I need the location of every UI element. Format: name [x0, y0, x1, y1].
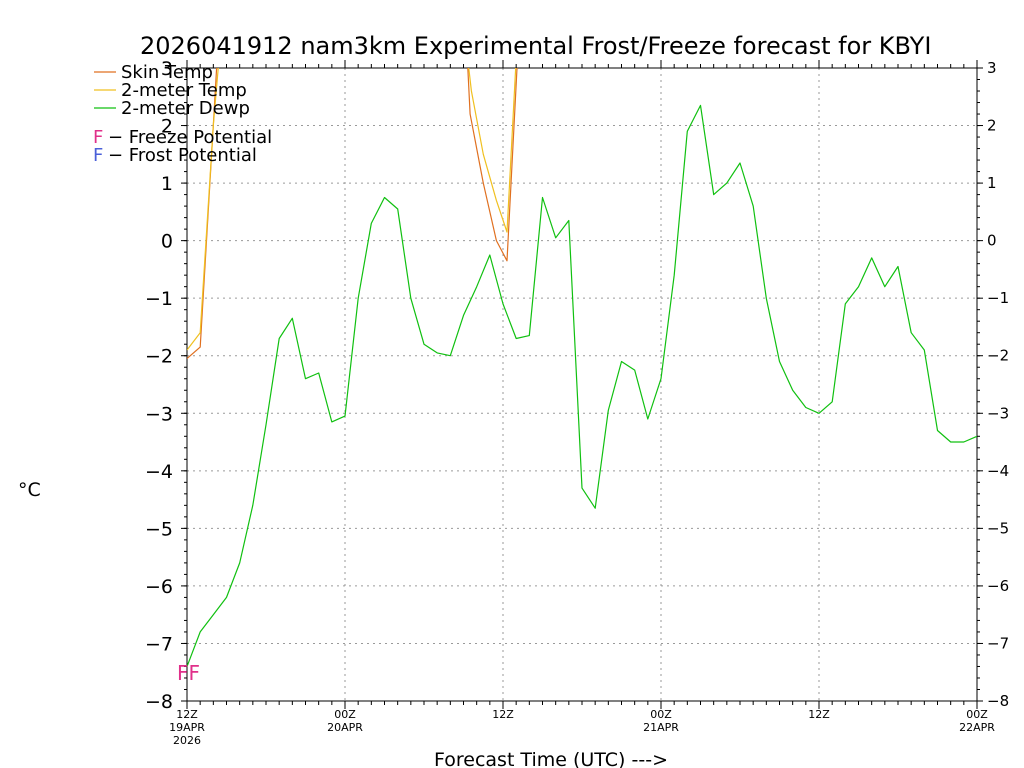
- x-tick-label: 12Z: [176, 708, 198, 721]
- grid-lines: [187, 68, 977, 701]
- x-tick-label: 20APR: [327, 721, 363, 734]
- x-tick-label: 2026: [173, 734, 201, 747]
- y-tick-label-right: −6: [987, 577, 1009, 595]
- legend-potential-label: − Freeze Potential: [108, 127, 272, 148]
- y-tick-label-right: −7: [987, 634, 1009, 652]
- y-axis-unit-label: °C: [18, 479, 41, 501]
- x-tick-label: 12Z: [808, 708, 830, 721]
- freeze-potential-marker: FF: [177, 661, 200, 685]
- x-axis-label: Forecast Time (UTC) --->: [434, 749, 668, 768]
- y-tick-label-left: −1: [145, 288, 173, 310]
- y-tick-label-left: −3: [145, 403, 173, 425]
- x-tick-label: 12Z: [492, 708, 514, 721]
- y-tick-label-left: −6: [145, 576, 173, 598]
- y-tick-label-left: 0: [161, 231, 173, 253]
- series-line-2-meter-temp: [187, 68, 517, 351]
- y-tick-label-left: −5: [145, 518, 173, 540]
- x-tick-label: 22APR: [959, 721, 995, 734]
- chart-title: 2026041912 nam3km Experimental Frost/Fre…: [140, 32, 931, 60]
- legend-potential-marker: F: [93, 145, 103, 166]
- y-tick-label-right: −8: [987, 692, 1009, 710]
- y-tick-label-left: −7: [145, 633, 173, 655]
- y-tick-label-right: 1: [987, 174, 997, 192]
- y-tick-label-right: −3: [987, 404, 1009, 422]
- x-tick-label: 00Z: [966, 708, 988, 721]
- series-line-2-meter-dewp: [187, 104, 977, 667]
- legend-potential-marker: F: [93, 127, 103, 148]
- y-tick-label-right: −5: [987, 519, 1009, 537]
- y-tick-label-left: 2: [161, 116, 173, 138]
- y-tick-label-left: 3: [161, 58, 173, 80]
- y-tick-label-left: −4: [145, 461, 173, 483]
- y-axis: 3 3 2 2 1 1 0 0 −1 −1 −2 −2 −3 −3 −4 −4 −5 −5 −6 −6 −7 −7 −8 −8: [145, 58, 1009, 713]
- x-tick-label: 21APR: [643, 721, 679, 734]
- y-tick-label-left: −2: [145, 346, 173, 368]
- y-tick-label-right: −2: [987, 347, 1009, 365]
- series-lines: [187, 68, 977, 667]
- y-tick-label-left: −8: [145, 691, 173, 713]
- plot-frame: [186, 67, 978, 702]
- legend-label: 2-meter Temp: [121, 80, 247, 101]
- legend-label: 2-meter Dewp: [121, 98, 250, 119]
- y-tick-label-right: 2: [987, 117, 997, 135]
- x-tick-label: 19APR: [169, 721, 205, 734]
- legend-potential-label: − Frost Potential: [108, 145, 257, 166]
- x-tick-label: 00Z: [334, 708, 356, 721]
- legend-label: Skin Temp: [121, 62, 213, 83]
- y-tick-label-right: 0: [987, 232, 997, 250]
- y-tick-label-right: −1: [987, 289, 1009, 307]
- y-tick-label-left: 1: [161, 173, 173, 195]
- x-tick-label: 00Z: [650, 708, 672, 721]
- y-tick-label-right: 3: [987, 59, 997, 77]
- y-tick-label-right: −4: [987, 462, 1009, 480]
